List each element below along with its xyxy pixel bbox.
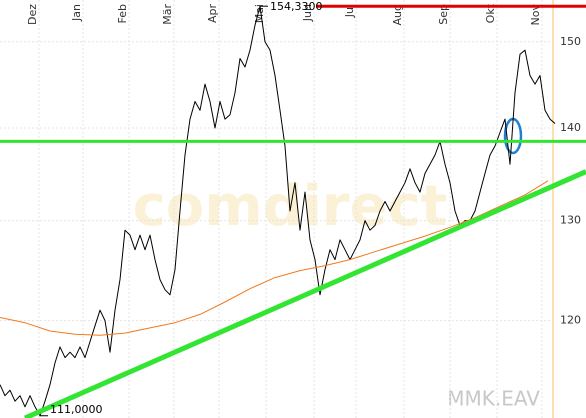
y-tick-label: 140	[560, 121, 581, 134]
annotation-label: 154,3300	[270, 0, 323, 13]
price-line	[0, 180, 549, 336]
x-tick-label: Mai	[253, 4, 266, 23]
x-tick-label: Nov	[529, 4, 542, 26]
annotation-label: 111,0000	[50, 403, 103, 416]
x-tick-label: Feb	[116, 4, 129, 23]
y-tick-label: 130	[560, 214, 581, 227]
drawn-line	[23, 169, 586, 418]
x-tick-label: Apr	[206, 4, 219, 24]
x-tick-label: Sep	[437, 4, 450, 25]
symbol: MMK.EAV	[447, 387, 540, 411]
x-tick-label: Jun	[301, 4, 314, 22]
x-tick-label: Okt	[484, 3, 497, 23]
y-tick-label: 150	[560, 35, 581, 48]
x-tick-label: Dez	[26, 4, 39, 25]
x-tick-label: Aug	[391, 4, 404, 25]
y-tick-label: 120	[560, 314, 581, 327]
x-tick-label: Mär	[161, 4, 174, 25]
x-tick-label: Jan	[70, 4, 83, 22]
